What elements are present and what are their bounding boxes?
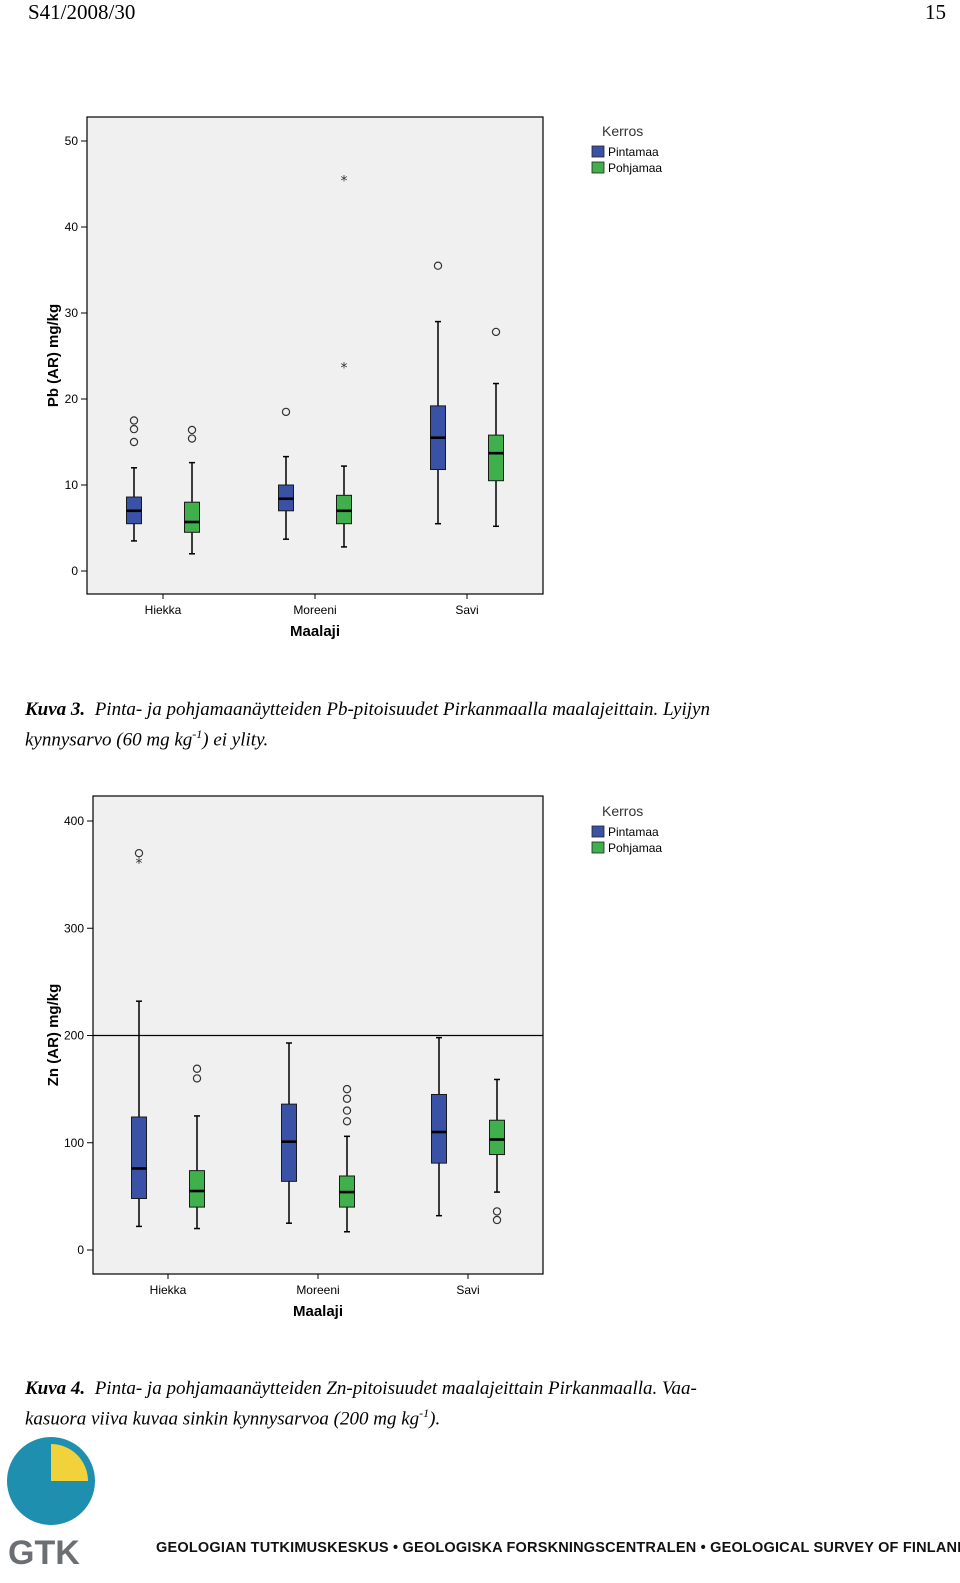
outlier-point [342,1084,352,1094]
caption-3-text-3: ) ei ylity. [202,729,269,751]
outlier-point [433,261,443,270]
outlier-point [342,1106,352,1115]
box [431,1093,447,1164]
legend-title: Kerros [602,123,643,139]
outlier-point [492,1207,502,1216]
x-tick-label: Savi [456,1283,479,1297]
box-pohjamaa-savi [488,327,504,528]
outlier-point [492,1215,502,1225]
outlier-point [129,416,139,425]
caption-3-text-1: Pinta- ja pohjamaanäytteiden Pb-pitoisuu… [94,699,710,720]
box [489,1119,505,1156]
legend-title: Kerros [602,803,643,819]
pb-boxplot-chart: 0 10 20 30 40 50 Hiekka Moreeni Savi * * Maalaji Pb … [0,100,720,660]
y-axis-title: Zn (AR) mg/kg [45,984,62,1087]
caption-4-text-3: ). [429,1408,441,1430]
gtk-logo-text: GTK [8,1534,80,1572]
caption-4-text-1: Pinta- ja pohjamaanäytteiden Zn-pitoisuu… [94,1378,697,1399]
outlier-point [134,848,144,858]
gtk-logo: GTK [4,1434,104,1579]
outlier-point [192,1064,202,1073]
box [184,501,200,533]
document-id: S41/2008/30 [28,0,136,24]
box-pintamaa-hiekka: * [131,848,147,1228]
outlier-point [342,1094,352,1103]
y-tick-label: 20 [65,392,79,406]
extreme-point: * [341,360,348,376]
caption-4-line-2: kasuora viiva kuvaa sinkin kynnysarvoa (… [25,1401,825,1431]
y-tick-label: 300 [64,921,84,935]
box [189,1170,205,1208]
caption-4-label: Kuva 4. [25,1378,86,1399]
caption-3-text-2: kynnysarvo (60 mg kg [25,729,193,751]
plot-area [86,116,544,595]
y-tick-label: 200 [64,1029,84,1043]
caption-figure-4: Kuva 4. Pinta- ja pohjamaanäytteiden Zn-… [25,1376,825,1431]
box-pintamaa-moreeni [281,1042,297,1224]
box [488,434,504,482]
extreme-point: * [341,174,348,190]
x-tick-label: Savi [455,603,478,617]
caption-3-superscript: -1 [192,727,203,741]
page-number: 15 [925,0,946,24]
box [131,1116,147,1200]
y-tick-label: 40 [65,220,79,234]
y-axis-title: Pb (AR) mg/kg [45,304,62,407]
y-tick-label: 0 [77,1243,84,1257]
box-pohjamaa-moreeni [339,1084,355,1233]
caption-3-line-1: Kuva 3. Pinta- ja pohjamaanäytteiden Pb-… [25,697,825,722]
legend-label: Pohjamaa [608,841,662,855]
outlier-point [129,437,139,447]
legend-swatch [591,161,605,174]
y-tick-label: 400 [64,814,84,828]
zn-boxplot-chart: 0 100 200 300 400 Hiekka Moreeni Savi * Maalaji Zn… [0,780,720,1340]
box-pintamaa-savi [431,1036,447,1217]
caption-4-superscript: -1 [419,1406,430,1420]
zn-boxplot-svg: 0 100 200 300 400 Hiekka Moreeni Savi * Maalaji Zn… [45,795,662,1320]
box-pohjamaa-moreeni: ** [336,174,352,548]
box-pohjamaa-savi [489,1078,505,1225]
caption-4-text-2: kasuora viiva kuvaa sinkin kynnysarvoa (… [25,1408,420,1430]
legend-swatch [591,825,605,838]
legend-label: Pintamaa [608,145,659,159]
y-tick-label: 50 [65,134,79,148]
legend-label: Pohjamaa [608,161,662,175]
footer-organization-text: GEOLOGIAN TUTKIMUSKESKUS • GEOLOGISKA FO… [156,1540,960,1556]
caption-4-line-1: Kuva 4. Pinta- ja pohjamaanäytteiden Zn-… [25,1376,825,1401]
legend-label: Pintamaa [608,825,659,839]
box-pintamaa-moreeni [278,407,294,540]
x-tick-label: Hiekka [150,1283,187,1297]
legend-swatch [591,145,605,158]
x-tick-label: Moreeni [296,1283,339,1297]
outlier-point [187,434,197,443]
extreme-point: * [136,856,143,872]
caption-3-label: Kuva 3. [25,699,86,720]
outlier-point [192,1074,202,1083]
box-pohjamaa-hiekka [189,1064,205,1230]
x-tick-label: Moreeni [293,603,336,617]
box-pintamaa-hiekka [126,416,142,542]
y-tick-label: 30 [65,306,79,320]
caption-3-line-2: kynnysarvo (60 mg kg-1) ei ylity. [25,722,825,752]
y-tick-label: 10 [65,478,79,492]
outlier-point [491,327,501,337]
outlier-point [129,424,139,434]
outlier-point [281,407,291,417]
y-tick-label: 100 [64,1136,84,1150]
outlier-point [342,1117,352,1126]
x-axis-title: Maalaji [293,1303,343,1320]
caption-figure-3: Kuva 3. Pinta- ja pohjamaanäytteiden Pb-… [25,697,825,752]
box-pohjamaa-hiekka [184,425,200,555]
gtk-globe-icon: GTK [7,1437,95,1572]
x-axis-title: Maalaji [290,623,340,640]
legend-swatch [591,841,605,854]
box-pintamaa-savi [430,261,446,525]
y-tick-label: 0 [71,564,78,578]
outlier-point [187,425,197,435]
x-tick-label: Hiekka [145,603,182,617]
